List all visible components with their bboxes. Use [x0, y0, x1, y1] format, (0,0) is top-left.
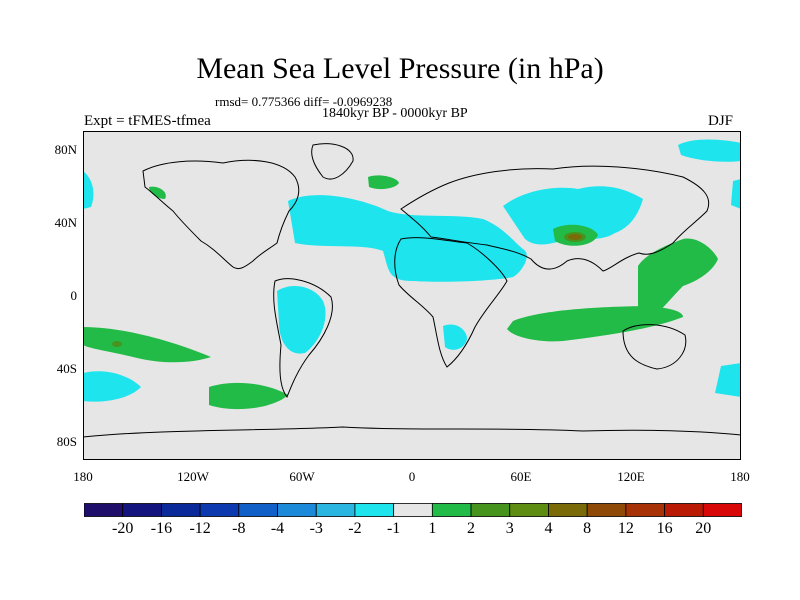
alaska-high [149, 186, 166, 199]
iceland-high [368, 175, 399, 190]
colorbar-label: 4 [544, 520, 553, 537]
colorbar-label: -2 [348, 520, 362, 537]
arctic-east-low [731, 179, 741, 209]
colorbar-box [393, 503, 433, 517]
colorbar-box [161, 503, 201, 517]
lon-label-60e: 60E [510, 469, 532, 484]
colorbar-label: -16 [150, 520, 173, 537]
colorbar [84, 503, 742, 517]
colorbar-box [431, 503, 472, 517]
lat-label-40n: 40N [54, 215, 77, 230]
map-title: Mean Sea Level Pressure (in hPa) [196, 52, 604, 85]
colorbar-box [199, 503, 240, 517]
antarctica-coast [82, 426, 742, 438]
coastlines [82, 143, 742, 438]
colorbar-box [84, 503, 124, 517]
north-pacific-low [678, 139, 741, 162]
map-frame [83, 131, 741, 460]
south-america-coast [273, 278, 333, 398]
lat-label-80s: 80S [56, 434, 77, 449]
colorbar-label: -4 [270, 520, 285, 537]
ocean-background [83, 131, 741, 460]
colorbar-box [509, 503, 549, 517]
africa-coast [394, 237, 508, 368]
south-pacific-high [83, 327, 211, 363]
colorbar-label: -3 [309, 520, 323, 537]
north-america-coast [142, 159, 300, 270]
pacific-core-3 [112, 341, 122, 347]
southern-ocean-east-low [715, 363, 741, 397]
lon-label-180w: 180 [73, 469, 93, 484]
colorbar-label: -12 [189, 520, 211, 537]
colorbar-box [122, 503, 162, 517]
colorbar-label: 20 [695, 520, 712, 537]
colorbar-box [354, 503, 395, 517]
south-pacific-low [83, 371, 141, 402]
stats-line: rmsd= 0.775366 diff= -0.0969238 [215, 94, 393, 109]
experiment-label: Expt = tFMES-tfmea [84, 113, 211, 129]
arctic-west-low [83, 171, 94, 209]
australia-coast [622, 324, 687, 370]
eurasia-coast [400, 165, 710, 272]
indian-ocean-high [507, 306, 683, 342]
colorbar-box [664, 503, 704, 517]
negative-anomaly-regions [83, 139, 741, 402]
pressure-map [82, 131, 742, 460]
colorbar-label: 16 [656, 520, 673, 537]
colorbar-box [586, 503, 627, 517]
colorbar-label: -20 [112, 520, 134, 537]
greenland-coast [311, 143, 354, 180]
colorbar-box [277, 503, 317, 517]
lon-label-120e: 120E [617, 469, 645, 484]
colorbar-box [315, 503, 356, 517]
colorbar-box [238, 503, 278, 517]
lat-label-80n: 80N [54, 142, 77, 157]
lon-label-0: 0 [408, 469, 416, 484]
colorbar-box [548, 503, 588, 517]
lon-label-120w: 120W [177, 469, 209, 484]
lon-label-60w: 60W [289, 469, 315, 484]
colorbar-label: 2 [467, 520, 476, 537]
lat-label-0: 0 [70, 288, 78, 303]
tibet-core-8 [568, 234, 582, 240]
map-panel [82, 131, 742, 460]
colorbar-label: 1 [428, 520, 437, 537]
south-america-low [277, 286, 326, 354]
asia-low [503, 186, 643, 245]
period-label: 1840kyr BP - 0000kyr BP [322, 106, 468, 121]
season-label: DJF [708, 113, 734, 129]
colorbar-box [702, 503, 742, 517]
south-africa-low [443, 324, 467, 350]
colorbar-label: 8 [583, 520, 592, 537]
colorbar-box [625, 503, 665, 517]
colorbar-label: 12 [617, 520, 634, 537]
colorbar-label: 3 [505, 520, 514, 537]
colorbar-label: -1 [386, 520, 401, 537]
south-atlantic-high [209, 382, 288, 410]
lat-label-40s: 40S [56, 361, 77, 376]
lon-label-180e: 180 [730, 469, 750, 484]
colorbar-box [470, 503, 511, 517]
west-pacific-high [638, 238, 718, 316]
colorbar-label: -8 [232, 520, 246, 537]
